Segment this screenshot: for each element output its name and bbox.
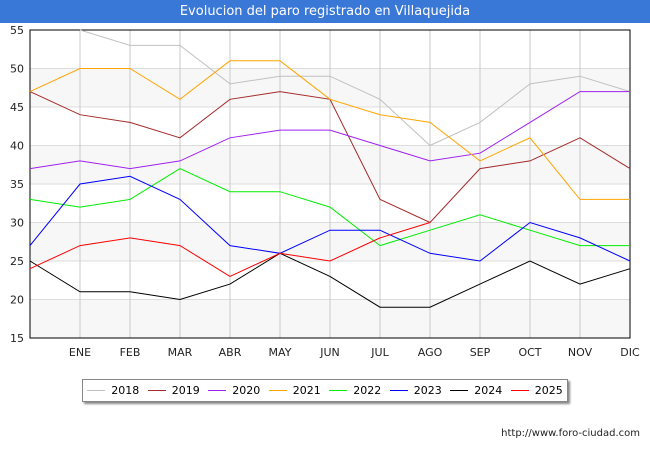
legend-item-2020: 2020 <box>208 384 260 397</box>
legend-swatch <box>87 390 106 391</box>
y-tick-label: 15 <box>10 332 24 345</box>
x-tick-label: MAR <box>168 346 193 359</box>
x-tick-label: SEP <box>470 346 491 359</box>
legend-swatch <box>510 390 529 391</box>
y-tick-label: 20 <box>10 294 24 307</box>
legend-swatch <box>450 390 469 391</box>
y-tick-label: 30 <box>10 217 24 230</box>
legend-item-2021: 2021 <box>268 384 321 397</box>
legend-item-2019: 2019 <box>147 384 200 397</box>
legend-item-2025: 2025 <box>510 384 563 397</box>
series-line-2018 <box>79 29 631 147</box>
legend-label: 2018 <box>111 384 140 397</box>
legend-label: 2025 <box>534 384 563 397</box>
legend-label: 2022 <box>353 384 382 397</box>
legend-item-2023: 2023 <box>389 384 442 397</box>
legend-item-2024: 2024 <box>450 384 502 397</box>
x-tick-label: JUL <box>370 346 389 359</box>
source-url[interactable]: http://www.foro-ciudad.com <box>501 428 640 439</box>
x-tick-label: DIC <box>620 346 640 359</box>
legend-label: 2021 <box>292 384 321 397</box>
legend-label: 2020 <box>232 384 261 397</box>
legend-swatch <box>208 390 227 391</box>
y-tick-label: 45 <box>10 101 24 114</box>
y-tick-label: 25 <box>10 255 24 268</box>
legend-item-2018: 2018 <box>87 384 139 397</box>
y-tick-label: 55 <box>10 24 24 37</box>
y-tick-label: 35 <box>10 178 24 191</box>
x-tick-label: AGO <box>418 346 443 359</box>
x-tick-label: FEB <box>120 346 141 359</box>
x-tick-label: NOV <box>568 346 593 359</box>
legend-label: 2023 <box>413 384 442 397</box>
x-tick-label: OCT <box>518 346 541 359</box>
legend-swatch <box>389 390 408 391</box>
x-tick-label: ABR <box>219 346 242 359</box>
chart-title: Evolucion del paro registrado en Villaqu… <box>0 0 650 23</box>
legend: 2018 2019 2020 2021 2022 2023 2024 2025 <box>82 379 568 402</box>
legend-label: 2019 <box>171 384 200 397</box>
x-tick-label: MAY <box>269 346 292 359</box>
x-tick-label: ENE <box>69 346 91 359</box>
legend-item-2022: 2022 <box>329 384 381 397</box>
legend-swatch <box>147 390 166 391</box>
y-tick-label: 50 <box>10 63 24 76</box>
x-tick-label: JUN <box>319 346 340 359</box>
legend-label: 2024 <box>474 384 503 397</box>
legend-swatch <box>268 390 287 391</box>
plot-border <box>29 29 631 339</box>
legend-swatch <box>329 390 348 391</box>
y-tick-label: 40 <box>10 140 24 153</box>
